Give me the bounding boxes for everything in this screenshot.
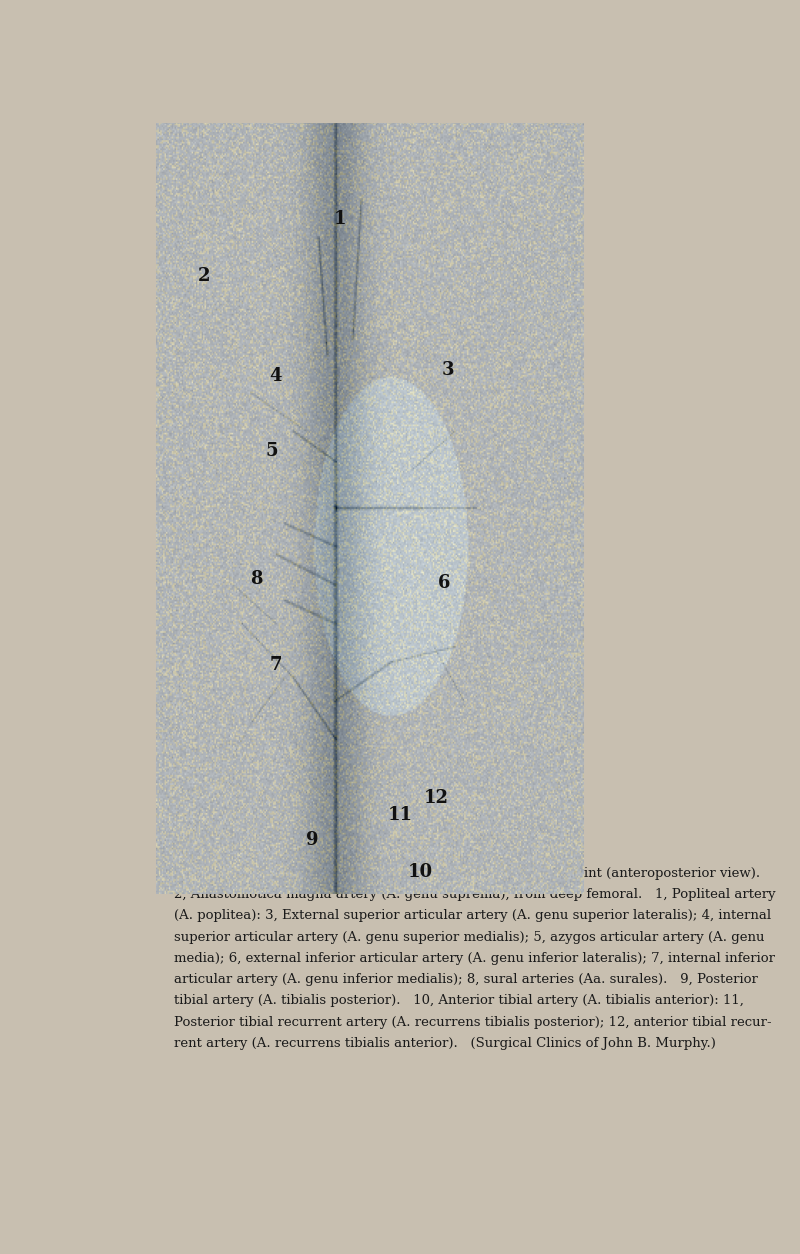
Bar	[221, 245, 553, 839]
Text: rent artery (A. recurrens tibialis anterior).   (Surgical Clinics of John B. Mur: rent artery (A. recurrens tibialis anter…	[174, 1037, 716, 1050]
Text: media); 6, external inferior articular artery (A. genu inferior lateralis); 7, i: media); 6, external inferior articular a…	[174, 952, 775, 964]
Text: 10: 10	[407, 863, 433, 880]
Text: 2: 2	[198, 267, 210, 285]
Text: TRAUMATIC SURGERY: TRAUMATIC SURGERY	[311, 203, 509, 218]
Text: 11: 11	[387, 806, 413, 824]
Text: Posterior tibial recurrent artery (A. recurrens tibialis posterior); 12, anterio: Posterior tibial recurrent artery (A. re…	[174, 1016, 772, 1028]
Text: 4: 4	[270, 367, 282, 385]
Text: 1: 1	[334, 211, 346, 228]
Text: (A. poplitea): 3, External superior articular artery (A. genu superior lateralis: (A. poplitea): 3, External superior arti…	[174, 909, 771, 923]
Text: tibial artery (A. tibialis posterior).   10, Anterior tibial artery (A. tibialis: tibial artery (A. tibialis posterior). 1…	[174, 994, 744, 1007]
Text: 12: 12	[423, 789, 449, 806]
Text: 9: 9	[306, 831, 318, 849]
Text: 5: 5	[266, 443, 278, 460]
Text: articular artery (A. genu inferior medialis); 8, sural arteries (Aa. surales).  : articular artery (A. genu inferior media…	[174, 973, 758, 986]
Text: 6: 6	[438, 574, 450, 592]
Text: 8: 8	[250, 571, 262, 588]
Text: 7: 7	[270, 656, 282, 673]
Text: superior articular artery (A. genu superior medialis); 5, azygos articular arter: superior articular artery (A. genu super…	[174, 930, 765, 944]
Text: 2, Anastomotica magna artery (A. genu suprema), from deep femoral.   1, Poplitea: 2, Anastomotica magna artery (A. genu su…	[174, 888, 776, 902]
Text: 3: 3	[442, 361, 454, 379]
Text: Fig. 51.—The blood-supply in and around the right knee-joint (anteroposterior vi: Fig. 51.—The blood-supply in and around …	[174, 867, 761, 880]
Text: 100: 100	[153, 203, 182, 218]
